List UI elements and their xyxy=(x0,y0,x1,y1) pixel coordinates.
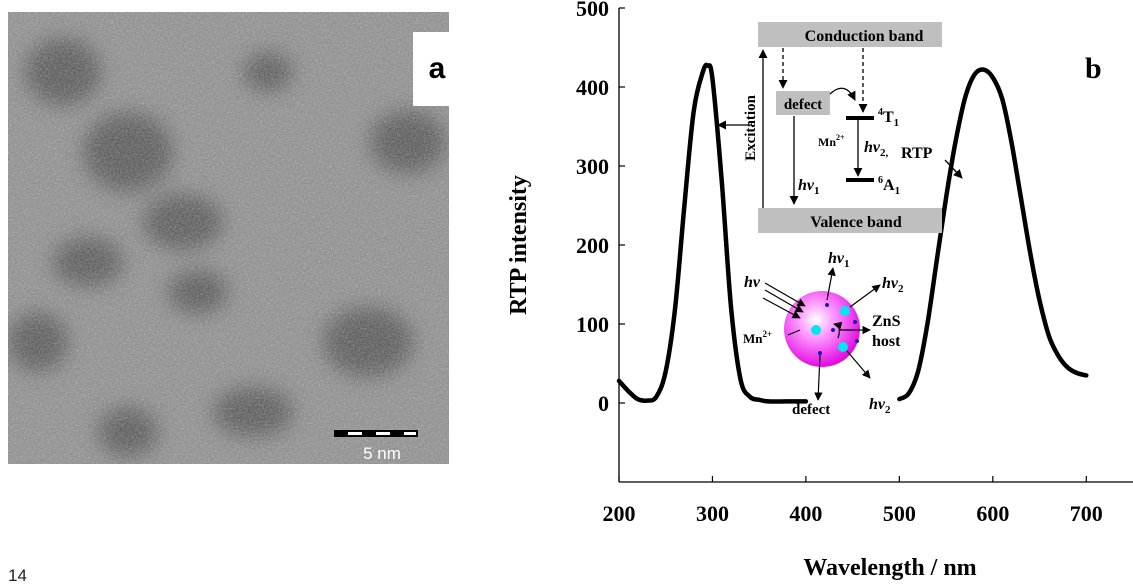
valence-band-label: Valence band xyxy=(810,214,902,231)
x-tick-label: 600 xyxy=(976,501,1009,526)
hv2-out-arrow-top xyxy=(849,284,881,308)
host-label-line2: host xyxy=(872,333,901,350)
mn-ion-label: Mn2+ xyxy=(743,329,772,346)
defect-level-box xyxy=(776,91,830,115)
y-tick-label: 0 xyxy=(598,391,609,416)
y-tick-label: 100 xyxy=(576,312,609,337)
hv1-label: hv1 xyxy=(798,177,820,197)
conduction-band-label: Conduction band xyxy=(805,28,924,45)
panel-label-a: a xyxy=(413,32,461,106)
y-tick-label: 300 xyxy=(576,154,609,179)
incident-light-arrow-3 xyxy=(762,297,801,319)
scale-bar-label: 5 nm xyxy=(363,444,401,463)
panel-label-b: b xyxy=(1085,52,1102,85)
host-label-line1: ZnS xyxy=(872,313,901,330)
x-tick-label: 400 xyxy=(789,501,822,526)
mn-pointer-line xyxy=(787,329,801,336)
defect-label: defect xyxy=(784,97,822,113)
scale-bar xyxy=(334,430,418,437)
defect-dot-2 xyxy=(853,320,857,324)
hv2-out-arrow-bottom xyxy=(846,350,871,379)
rtp-label: RTP xyxy=(901,145,933,162)
incident-light-arrow-1 xyxy=(764,282,806,307)
mn-ion-1 xyxy=(811,325,821,335)
series-line-excitation xyxy=(616,62,809,404)
defect-dot-3 xyxy=(855,339,859,343)
x-tick-label: 500 xyxy=(883,501,916,526)
y-tick-label: 200 xyxy=(576,233,609,258)
excitation-label: Excitation xyxy=(743,94,759,160)
mn-level-label: Mn2+ xyxy=(818,133,845,149)
hv2-label: hv2, xyxy=(864,139,889,159)
series-line-rtp xyxy=(897,67,1089,402)
hv-incident-label: hv xyxy=(744,274,761,291)
axis-ticks: 200 300 400 500 600 700 0 100 200 300 400 500 xyxy=(576,0,1103,526)
tem-micrograph: 5 nm xyxy=(8,12,449,464)
data-curves xyxy=(616,62,1089,404)
x-tick-label: 200 xyxy=(603,501,636,526)
hv2-out-bottom-label: hv2 xyxy=(869,396,891,416)
rtp-chart: 200 300 400 500 600 700 0 100 200 300 400 500 Wavel… xyxy=(506,0,1133,581)
internal-transfer-arrow xyxy=(833,321,843,339)
nanoparticle-schematic: hv hv1 hv2 hv2 ZnS host Mn2+ defect xyxy=(743,250,904,418)
mn-ion-3 xyxy=(838,342,848,352)
defect-pointer-arrow xyxy=(814,354,823,401)
defect-np-label: defect xyxy=(792,402,830,418)
conduction-band-box xyxy=(758,22,942,47)
tem-texture xyxy=(8,12,449,464)
hv2-out-top-label: hv2 xyxy=(882,275,904,295)
energy-level-diagram: Conduction band Valence band defect Exci… xyxy=(743,22,942,233)
defect-dot-4 xyxy=(825,303,829,307)
energy-transfer-arrow xyxy=(829,87,856,101)
t1-label: 4T1 xyxy=(878,107,899,129)
a1-label: 6A1 xyxy=(878,175,900,197)
zns-nanoparticle xyxy=(784,291,860,367)
hv1-out-arrow xyxy=(826,267,836,301)
y-tick-label: 400 xyxy=(576,75,609,100)
x-tick-label: 300 xyxy=(696,501,729,526)
y-axis-title: RTP intensity xyxy=(506,175,532,315)
y-tick-label: 500 xyxy=(576,0,609,21)
hv1-out-label: hv1 xyxy=(828,250,850,270)
valence-band-box xyxy=(758,208,942,233)
x-tick-label: 700 xyxy=(1070,501,1103,526)
rtp-curve-pointer xyxy=(944,159,963,179)
defect-dot-1 xyxy=(831,328,835,332)
incident-light-arrow-2 xyxy=(764,289,804,313)
mn-ion-2 xyxy=(840,306,850,316)
page-number: 14 xyxy=(8,566,27,585)
x-axis-title: Wavelength / nm xyxy=(803,555,976,581)
defect-dot-5 xyxy=(818,351,822,355)
